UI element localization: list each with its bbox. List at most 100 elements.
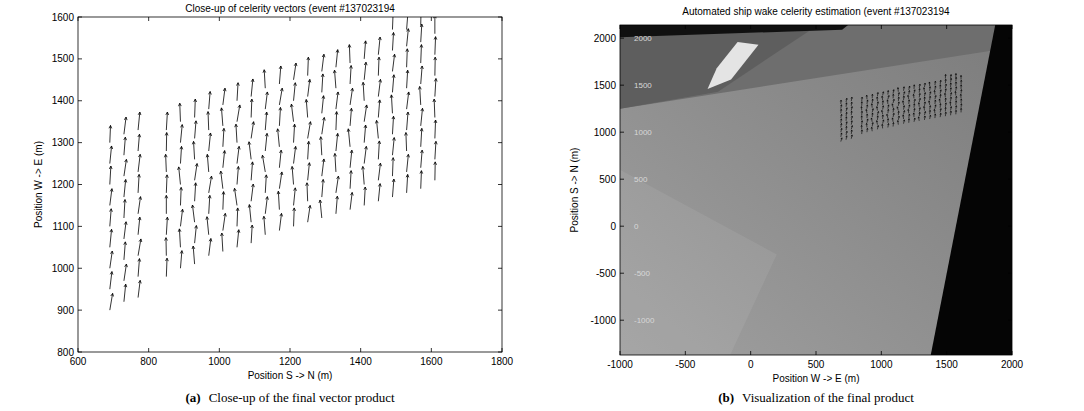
x-tick	[881, 351, 882, 355]
celerity-vector	[294, 83, 297, 101]
x-tick	[502, 17, 503, 21]
land-dark	[620, 31, 809, 109]
celerity-vector	[322, 118, 325, 135]
celerity-vector	[421, 66, 424, 84]
celerity-vector	[347, 129, 350, 147]
celerity-vector	[206, 217, 209, 235]
x-tick	[620, 351, 621, 355]
y-axis-title: Position S -> N (m)	[569, 148, 580, 233]
celerity-vector	[893, 99, 894, 103]
celerity-vector	[893, 90, 894, 94]
celerity-vector	[866, 95, 867, 99]
celerity-vector	[882, 92, 883, 96]
celerity-vector	[877, 126, 878, 130]
celerity-vector	[841, 114, 842, 118]
y-tick-label: 1100	[52, 221, 74, 232]
celerity-vector	[350, 150, 353, 168]
y-tick-label: 500	[599, 174, 616, 185]
celerity-vector	[955, 106, 956, 110]
celerity-vector	[950, 75, 951, 79]
celerity-vector	[935, 105, 936, 109]
celerity-vector	[306, 183, 309, 201]
celerity-vector	[321, 74, 324, 92]
celerity-vector	[279, 150, 282, 168]
x-tick-label: -500	[675, 359, 695, 370]
celerity-vector	[908, 119, 909, 123]
celerity-vector	[434, 141, 437, 159]
celerity-vector	[124, 264, 127, 281]
celerity-vector	[841, 123, 842, 127]
celerity-vector	[237, 146, 240, 163]
celerity-vector	[308, 205, 311, 222]
celerity-vector	[294, 63, 297, 80]
celerity-vector	[908, 95, 909, 99]
celerity-vector	[924, 93, 925, 97]
celerity-vector	[406, 70, 409, 88]
image-label: 2000	[634, 34, 652, 43]
celerity-vector	[867, 128, 868, 132]
celerity-vector	[841, 138, 842, 142]
land	[620, 25, 1012, 109]
celerity-vector	[919, 84, 920, 88]
celerity-vector	[166, 217, 169, 235]
celerity-vector	[924, 97, 925, 101]
celerity-vector	[178, 229, 181, 247]
celerity-vector	[110, 251, 113, 268]
celerity-vector	[840, 109, 841, 113]
celerity-vector	[914, 104, 915, 108]
celerity-vector	[307, 141, 310, 159]
celerity-vector	[138, 197, 141, 214]
celerity-vector	[897, 88, 898, 92]
x-tick-label: 800	[140, 356, 157, 367]
celerity-vector	[378, 37, 381, 55]
celerity-vector	[898, 116, 899, 120]
celerity-vector	[251, 184, 254, 201]
celerity-vector	[877, 102, 878, 106]
celerity-vector	[888, 124, 889, 128]
x-tick-label: 1000	[208, 356, 231, 367]
celerity-vector	[913, 85, 914, 89]
celerity-vector	[904, 92, 905, 96]
celerity-vector	[872, 123, 873, 127]
celerity-vector	[406, 17, 409, 30]
celerity-vector	[876, 121, 877, 125]
celerity-vector	[929, 82, 930, 86]
y-tick	[78, 310, 82, 311]
celerity-vector	[909, 105, 910, 109]
celerity-vector	[955, 110, 956, 114]
celerity-vector	[960, 108, 961, 112]
celerity-vector	[955, 82, 956, 86]
celerity-vector	[336, 92, 339, 109]
celerity-vector	[364, 62, 367, 80]
chart-title: Close-up of celerity vectors (event #137…	[185, 3, 395, 14]
y-tick	[78, 184, 82, 185]
celerity-vector	[897, 121, 898, 125]
celerity-vector	[935, 100, 936, 104]
celerity-vector	[308, 79, 311, 96]
celerity-vector	[364, 125, 367, 143]
celerity-vector	[846, 112, 847, 116]
celerity-vector	[109, 125, 112, 142]
celerity-vector	[110, 272, 113, 290]
panel-0: 6008001000120014001600180080090010001100…	[33, 3, 514, 405]
x-tick	[290, 17, 291, 21]
celerity-vector	[877, 93, 878, 97]
celerity-vector	[923, 88, 924, 92]
page: {"chart_data": [ {"type": "quiver", "tit…	[0, 0, 1084, 411]
celerity-vector	[222, 192, 225, 210]
image-label: 1500	[634, 81, 652, 90]
celerity-vector	[277, 129, 280, 147]
y-tick	[78, 352, 82, 353]
celerity-vector	[407, 154, 410, 172]
celerity-vector	[138, 134, 141, 151]
celerity-vector	[961, 90, 962, 94]
celerity-vector	[206, 154, 209, 172]
celerity-vector	[420, 128, 423, 146]
x-tick	[219, 348, 220, 352]
y-axis-title: Position W -> E (m)	[33, 141, 44, 228]
celerity-vector	[124, 179, 127, 197]
x-tick-label: 1200	[279, 356, 302, 367]
celerity-vector	[935, 96, 936, 100]
celerity-vector	[350, 171, 353, 189]
celerity-vector	[872, 99, 873, 103]
